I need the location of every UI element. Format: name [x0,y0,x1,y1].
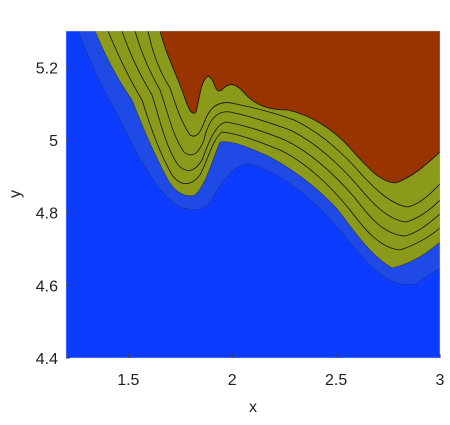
y-tick-label: 5 [49,133,58,150]
x-tick-label: 2.5 [325,372,347,389]
y-tick-label: 4.8 [36,206,58,223]
y-tick-label: 4.6 [36,278,58,295]
y-axis-label: y [7,190,24,198]
y-tick-label: 5.2 [36,60,58,77]
x-tick-label: 2 [228,372,237,389]
x-axis-label: x [249,399,257,416]
plot-frame [65,30,441,359]
contour-field [66,31,440,358]
x-tick-label: 1.5 [117,372,139,389]
y-tick-label: 4.4 [36,351,58,368]
x-tick-label: 3 [436,372,445,389]
level-fill [159,31,440,184]
contour-lines [107,31,440,251]
